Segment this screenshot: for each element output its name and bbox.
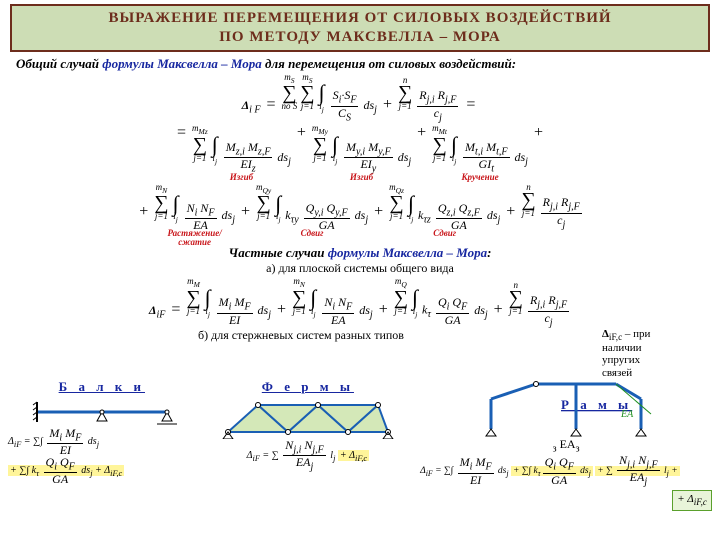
label-torsion: Кручение [432, 173, 528, 182]
title-line-1: ВЫРАЖЕНИЕ ПЕРЕМЕЩЕНИЯ ОТ СИЛОВЫХ ВОЗДЕЙС… [108, 10, 611, 26]
case-b: б) для стержневых систем разных типов [0, 328, 602, 343]
label-bend-2: Изгиб [312, 173, 411, 182]
sub-title-a: Частные случаи [228, 245, 324, 260]
formula-row-4: ΔiF = mM∑j=1 ∫lj Mi MFEI dsj + mN∑j=1 ∫l… [0, 276, 720, 328]
label-shear-1: Сдвиг [256, 229, 368, 238]
sub-title-b: формулы Максвелла – Мора [328, 245, 487, 260]
label-shear-2: Сдвиг [389, 229, 500, 238]
note-t2: наличии [602, 342, 642, 354]
frame-formula: ΔiF = ∑∫ Mi MFEI dsj + ∑∫ kτQi QFGA dsj … [420, 454, 712, 511]
svg-text:EA: EA [620, 409, 634, 420]
boxed-delta: + ΔiF,c [672, 490, 712, 511]
note-t3: упругих [602, 354, 640, 366]
title-line-2: ПО МЕТОДУ МАКСВЕЛЛА – МОРА [219, 29, 500, 45]
formula-row-3: + mN∑j=1 ∫lj Ni NFEA dsj Растяжение/сжат… [0, 182, 720, 247]
intro-part2: формулы Максвелла – Мора [102, 56, 261, 71]
beam-formula: ΔiF = ∑∫ Mi MFEI dsj + ∑∫ kτ Qi QFGA dsj… [8, 427, 196, 486]
label-axial-2: сжатие [178, 237, 211, 247]
bottom-row: Б а л к и ΔiF = ∑∫ Mi MFEI dsj + ∑∫ kτ Q… [0, 379, 720, 511]
truss-formula: ΔiF = ∑ Nj,i Nj,FEAj lj + ΔiF,c [204, 439, 412, 473]
subtitle: Частные случаи формулы Максвелла – Мора: [0, 245, 720, 261]
truss-diagram [218, 397, 398, 439]
note-sub: iF,c [609, 332, 622, 342]
intro-text: Общий случай формулы Максвелла – Мора дл… [0, 54, 720, 72]
note-t4: связей [602, 367, 632, 379]
frame-diagram: Р а м ы EA [476, 379, 656, 437]
formula-row-1: Δi F = mS∑по S mS∑j=1 ∫lj Si·SFCS dsj + … [0, 72, 720, 124]
elastic-note: ΔiF,c – при наличии упругих связей [602, 328, 720, 379]
struct-beam-title: Б а л к и [8, 379, 196, 395]
note-t1: – при [625, 328, 651, 340]
formula-row-2: = mMz∑j=1 ∫lj Mz,i Mz,FEIz dsj Изгиб + m… [0, 123, 720, 182]
beam-diagram [27, 397, 177, 427]
label-bend-1: Изгиб [192, 173, 291, 182]
case-a: а) для плоской системы общего вида [0, 261, 720, 276]
struct-truss-title: Ф е р м ы [204, 379, 412, 395]
sub-title-c: : [487, 245, 491, 260]
intro-part1: Общий случай [16, 56, 99, 71]
page-title: ВЫРАЖЕНИЕ ПЕРЕМЕЩЕНИЯ ОТ СИЛОВЫХ ВОЗДЕЙС… [10, 4, 710, 52]
intro-part3: для перемещения от силовых воздействий: [265, 56, 516, 71]
